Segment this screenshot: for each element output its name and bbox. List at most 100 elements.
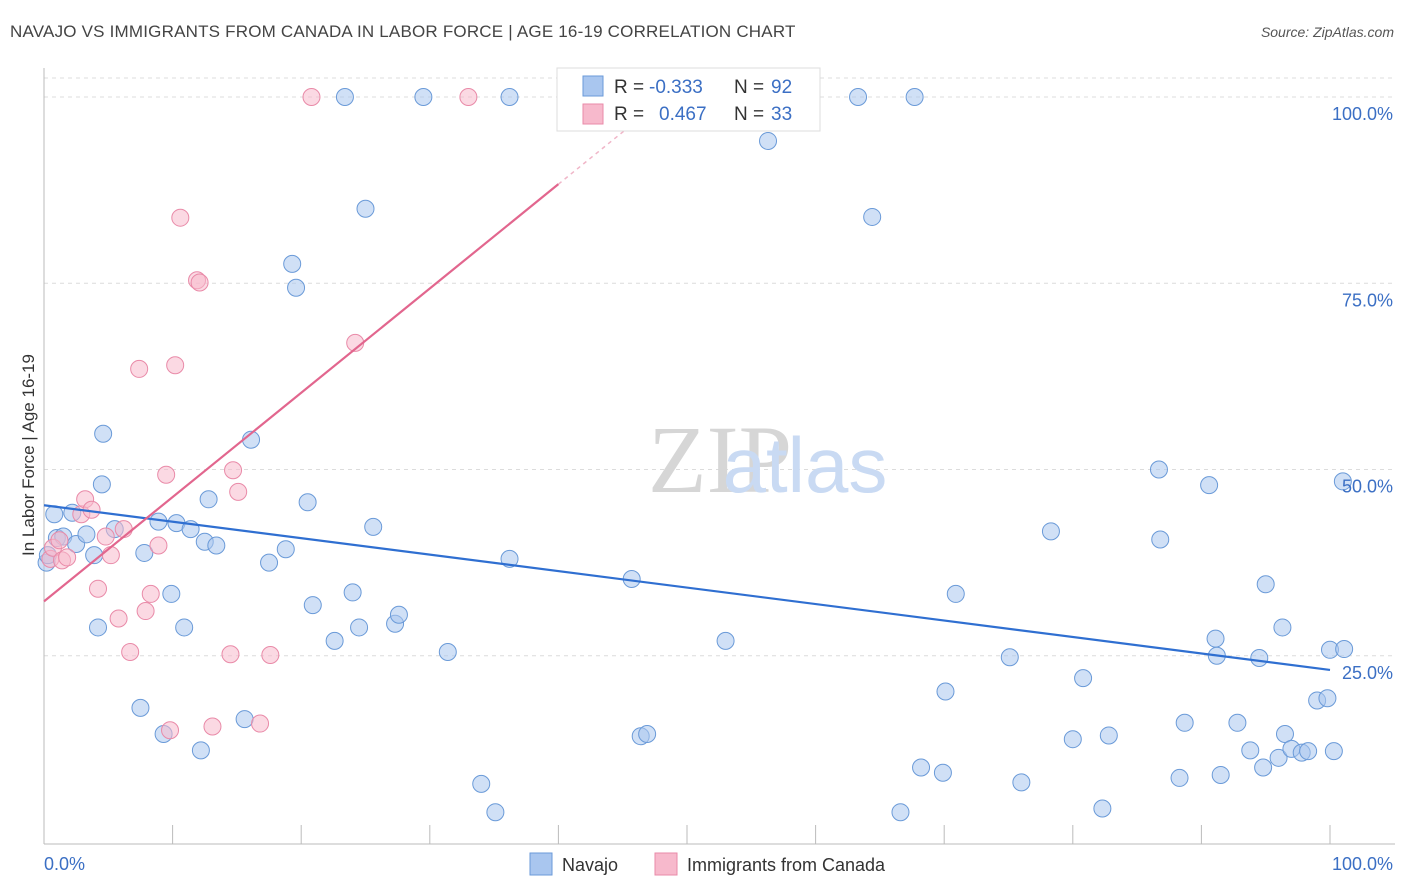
navajo-point [175, 618, 194, 637]
canada-swatch [582, 103, 604, 125]
canada-point [58, 548, 77, 567]
canada-point [114, 520, 133, 539]
navajo-point [1228, 713, 1247, 732]
canada-point [50, 531, 69, 550]
axes [43, 68, 1395, 845]
navajo-point [936, 682, 955, 701]
navajo-trend-line [43, 504, 1331, 671]
series-legend: Navajo Immigrants from Canada [529, 852, 886, 876]
source-note: Source: ZipAtlas.com [1260, 24, 1394, 40]
y-tick-label: 25.0% [1342, 663, 1393, 683]
navajo-point [94, 424, 113, 443]
y-axis-label: In Labor Force | Age 16-19 [19, 354, 38, 556]
canada-point [221, 645, 240, 664]
navajo-point [1175, 713, 1194, 732]
navajo-point [235, 710, 254, 729]
x-tick-label-min: 0.0% [44, 854, 85, 874]
navajo-point [303, 596, 322, 615]
legend-canada-label: Immigrants from Canada [687, 855, 886, 875]
navajo-point [1241, 741, 1260, 760]
navajo-point [364, 517, 383, 536]
navajo-point [135, 543, 154, 562]
navajo-point [207, 536, 226, 555]
navajo-point [298, 493, 317, 512]
canada-trend-line [43, 183, 560, 603]
navajo-point [1275, 724, 1294, 743]
navajo-point [276, 540, 295, 559]
navajo-point [1250, 648, 1269, 667]
navajo-point [1093, 799, 1112, 818]
navajo-point [638, 724, 657, 743]
y-tick-label: 50.0% [1342, 477, 1393, 497]
navajo-point [1299, 742, 1318, 761]
navajo-point [191, 741, 210, 760]
navajo-point [1063, 730, 1082, 749]
navajo-point [759, 131, 778, 150]
navajo-point [863, 207, 882, 226]
navajo-point [1149, 460, 1168, 479]
navajo-point [1000, 648, 1019, 667]
navajo-point [350, 618, 369, 637]
chart-title: NAVAJO VS IMMIGRANTS FROM CANADA IN LABO… [10, 22, 796, 41]
navajo-point [1254, 758, 1273, 777]
navajo-swatch [582, 75, 604, 97]
legend-canada-swatch [654, 852, 678, 876]
navajo-point [1318, 689, 1337, 708]
tick-labels: 25.0% 50.0% 75.0% 100.0% 0.0% 100.0% [44, 104, 1393, 874]
canada-n-label: N = [734, 104, 764, 125]
navajo-point [389, 605, 408, 624]
canada-point [130, 359, 149, 378]
navajo-point [1335, 640, 1354, 659]
trend-lines [43, 110, 1331, 671]
navajo-point [325, 631, 344, 650]
navajo-point [849, 88, 868, 106]
navajo-point [1200, 476, 1219, 495]
canada-point [96, 527, 115, 546]
y-tick-label: 75.0% [1342, 290, 1393, 310]
navajo-point [131, 698, 150, 717]
navajo-point [1269, 748, 1288, 767]
y-tick-label: 100.0% [1332, 104, 1393, 124]
canada-point [224, 461, 243, 480]
canada-point [89, 579, 108, 598]
canada-point [459, 88, 478, 106]
navajo-point [77, 525, 96, 544]
legend-navajo-swatch [529, 852, 553, 876]
navajo-point [89, 618, 108, 637]
canada-point [121, 643, 140, 662]
navajo-point [1074, 669, 1093, 688]
navajo-point [891, 803, 910, 822]
navajo-point [162, 584, 181, 603]
navajo-point [1324, 742, 1343, 761]
navajo-point [1170, 768, 1189, 787]
navajo-point [912, 758, 931, 777]
canada-point [109, 609, 128, 628]
navajo-point [946, 584, 965, 603]
navajo-point [1012, 773, 1031, 792]
canada-point [229, 482, 248, 501]
canada-point [141, 584, 160, 603]
navajo-point [1333, 472, 1352, 491]
navajo-point [356, 199, 375, 218]
legend-navajo-label: Navajo [562, 855, 618, 875]
navajo-point [287, 278, 306, 297]
navajo-point [500, 549, 519, 568]
canada-point [171, 208, 190, 227]
navajo-point [716, 631, 735, 650]
canada-point [136, 602, 155, 621]
navajo-point [438, 643, 457, 662]
canada-point [302, 88, 321, 106]
navajo-point [905, 88, 924, 106]
canada-point [203, 717, 222, 736]
watermark-zip: ZIP [648, 406, 792, 513]
canada-point [157, 465, 176, 484]
navajo-point [933, 763, 952, 782]
navajo-point [92, 475, 111, 494]
canada-point [101, 546, 120, 565]
navajo-r-value: -0.333 [649, 77, 703, 98]
navajo-point [1099, 726, 1118, 745]
canada-point [251, 714, 270, 733]
navajo-point [1206, 629, 1225, 648]
x-tick-label-max: 100.0% [1332, 854, 1393, 874]
